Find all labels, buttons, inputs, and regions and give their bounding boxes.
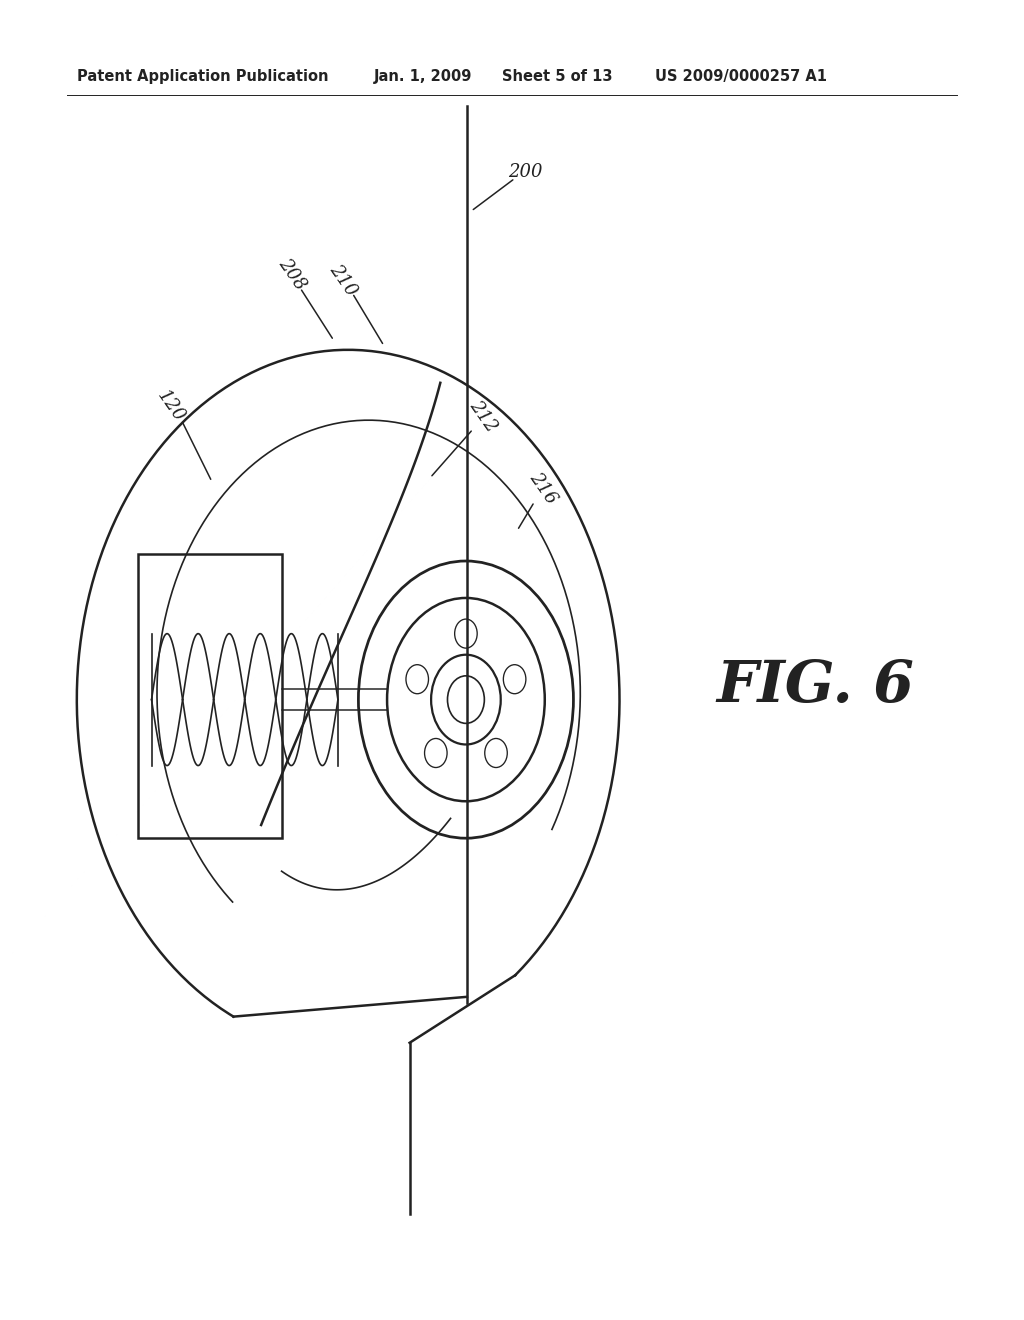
Text: 212: 212: [466, 396, 501, 436]
Circle shape: [406, 665, 428, 694]
Text: Sheet 5 of 13: Sheet 5 of 13: [502, 69, 612, 84]
Bar: [138, 554, 282, 838]
Circle shape: [484, 738, 507, 767]
Circle shape: [504, 665, 526, 694]
Circle shape: [425, 738, 447, 767]
Circle shape: [447, 676, 484, 723]
Text: 208: 208: [274, 255, 309, 294]
Text: Jan. 1, 2009: Jan. 1, 2009: [374, 69, 472, 84]
Circle shape: [431, 655, 501, 744]
Text: US 2009/0000257 A1: US 2009/0000257 A1: [655, 69, 827, 84]
Text: Patent Application Publication: Patent Application Publication: [77, 69, 329, 84]
Text: 216: 216: [525, 469, 560, 508]
Circle shape: [455, 619, 477, 648]
Circle shape: [358, 561, 573, 838]
Text: 120: 120: [154, 387, 188, 426]
Text: 210: 210: [326, 260, 360, 300]
Circle shape: [387, 598, 545, 801]
Text: 200: 200: [508, 162, 543, 181]
Text: FIG. 6: FIG. 6: [717, 659, 914, 714]
